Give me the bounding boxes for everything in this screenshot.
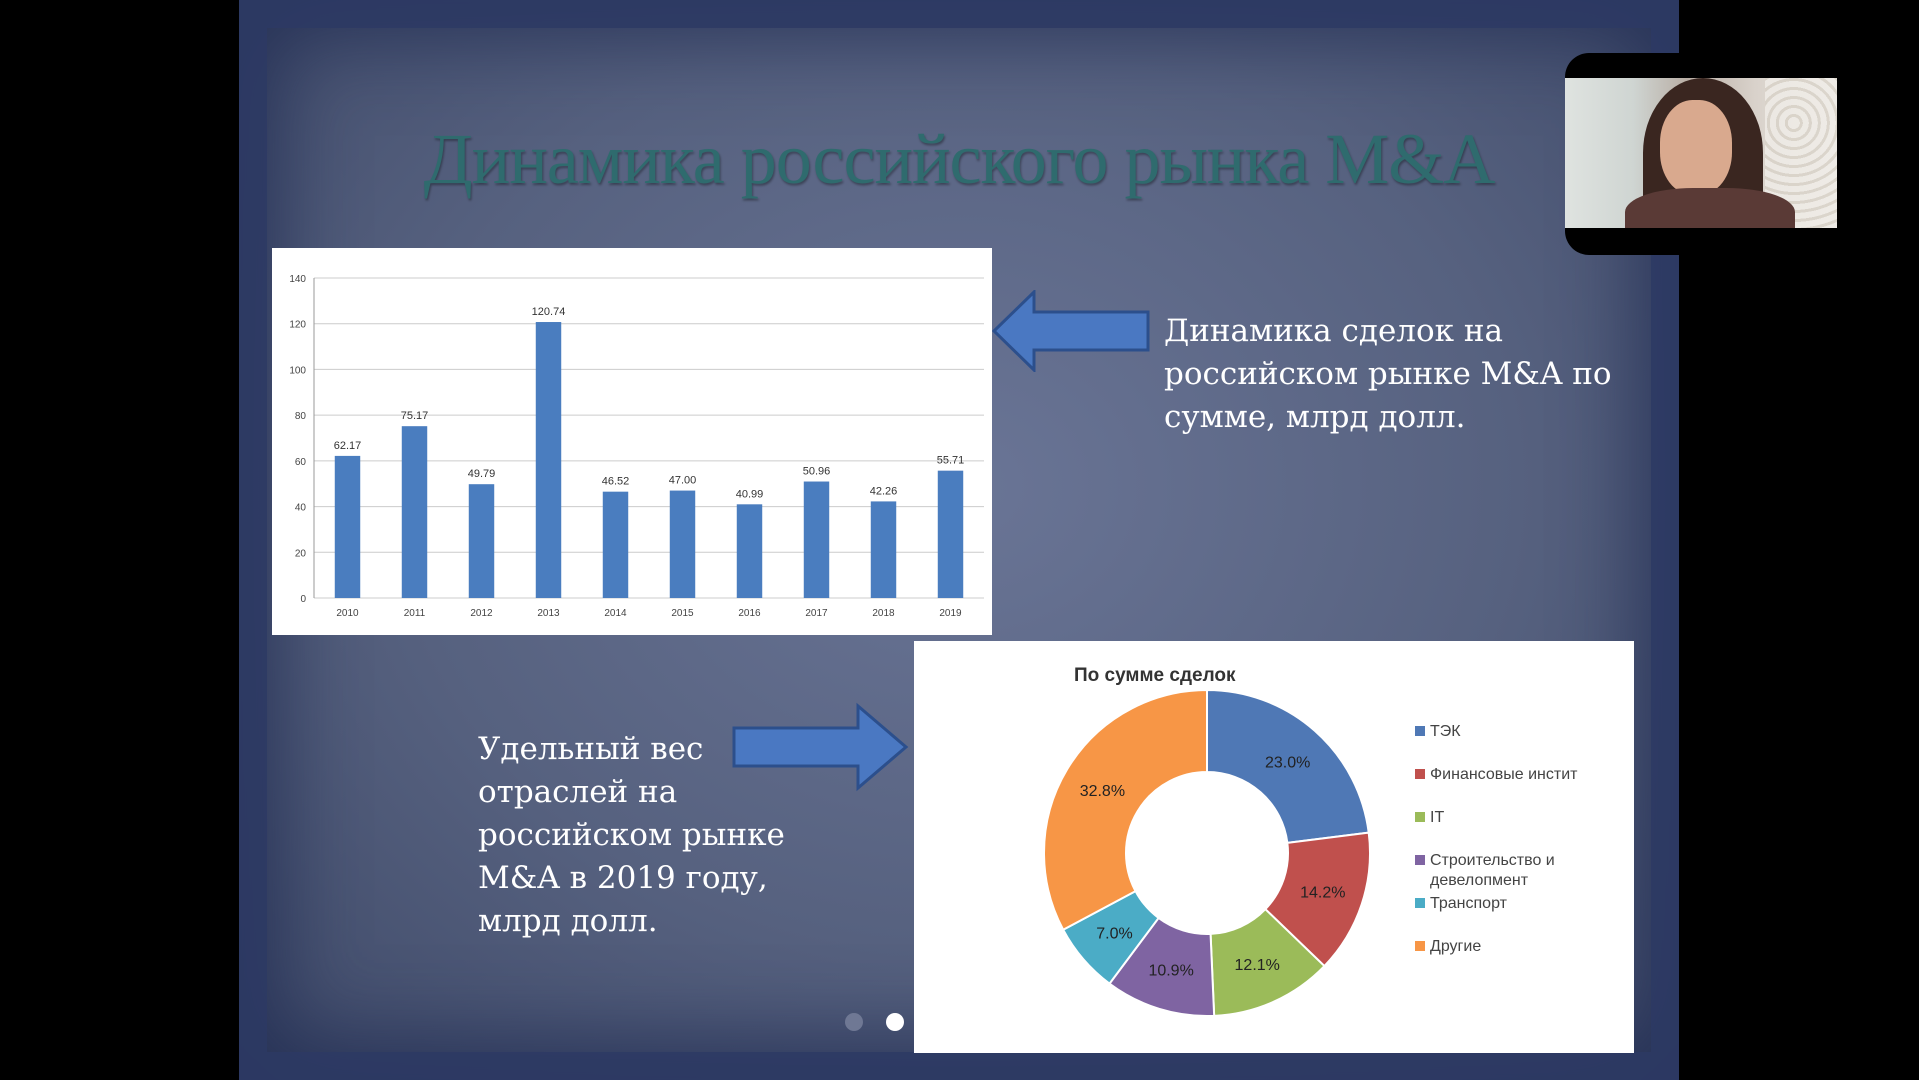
legend-label: Строительство и (1430, 852, 1555, 869)
bar-data-label: 75.17 (401, 410, 429, 422)
bar-data-label: 120.74 (532, 306, 566, 318)
bar-data-label: 50.96 (803, 466, 831, 478)
y-tick-label: 80 (295, 411, 307, 422)
bar-chart-caption: Динамика сделок на российском рынке M&A … (1164, 313, 1612, 435)
slice-label: 12.1% (1235, 957, 1280, 974)
y-tick-label: 100 (289, 365, 306, 376)
x-tick-label: 2012 (470, 608, 493, 619)
slice-label: 32.8% (1080, 783, 1125, 800)
presentation-slide: Динамика российского рынка M&A 0 20 40 60 80… (239, 0, 1679, 1080)
bar (803, 481, 830, 598)
bar (334, 455, 361, 598)
x-tick-label: 2014 (604, 608, 627, 619)
donut-slice (1043, 688, 1208, 932)
arrow-right-icon (732, 702, 909, 792)
x-tick-label: 2019 (939, 608, 962, 619)
bar (602, 491, 629, 598)
y-tick-label: 40 (295, 503, 307, 514)
participant-face (1660, 100, 1732, 195)
x-tick-label: 2011 (404, 608, 426, 619)
bar-chart-panel: 0 20 40 60 80 100 120 140 62.17 2010 75.17 2011 49.7… (272, 248, 992, 635)
bar-data-label: 49.79 (468, 468, 496, 480)
slice-label: 7.0% (1096, 926, 1132, 943)
slice-label: 23.0% (1265, 754, 1310, 771)
pagination-dot-2-active[interactable] (886, 1013, 904, 1031)
legend-label: Транспорт (1430, 895, 1508, 912)
donut-chart-panel: По сумме сделок 23.0% 14.2% 12.1% 10.9% 7.0% 3… (914, 641, 1634, 1053)
legend-label: Другие (1430, 938, 1481, 955)
webcam-video-tile[interactable] (1565, 53, 1837, 255)
bar (535, 322, 562, 598)
legend-swatch (1415, 941, 1425, 951)
bar-data-label: 55.71 (937, 455, 965, 467)
legend-swatch (1415, 769, 1425, 779)
y-tick-label: 0 (300, 594, 306, 605)
legend-label: ТЭК (1430, 723, 1461, 740)
y-tick-label: 20 (295, 548, 307, 559)
bar-chart: 0 20 40 60 80 100 120 140 62.17 2010 75.17 2011 49.7… (289, 274, 984, 619)
donut-chart-title: По сумме сделок (1074, 665, 1236, 686)
bar-data-label: 42.26 (870, 485, 898, 497)
slice-label: 14.2% (1300, 884, 1345, 901)
x-tick-label: 2017 (805, 608, 828, 619)
participant-body (1625, 188, 1795, 228)
bar-data-label: 40.99 (736, 488, 764, 500)
x-tick-label: 2015 (671, 608, 694, 619)
x-tick-label: 2016 (738, 608, 761, 619)
legend-swatch (1415, 812, 1425, 822)
bar (468, 484, 495, 598)
bar (870, 501, 897, 598)
legend-swatch (1415, 726, 1425, 736)
bar-data-label: 46.52 (602, 476, 630, 488)
bar (736, 504, 763, 598)
y-tick-label: 140 (289, 274, 306, 285)
pie-chart-caption: Удельный вес отраслей на российском рынк… (478, 731, 785, 939)
bar-data-label: 62.17 (334, 440, 362, 452)
y-tick-label: 120 (289, 320, 306, 331)
x-tick-label: 2010 (336, 608, 359, 619)
x-tick-label: 2018 (872, 608, 895, 619)
webcam-feed (1565, 78, 1837, 228)
legend-label-line2: девелопмент (1430, 872, 1529, 889)
bar (401, 426, 428, 598)
slide-title: Динамика российского рынка M&A (423, 119, 1496, 199)
pagination-dot-1[interactable] (845, 1013, 863, 1031)
bar (937, 470, 964, 598)
bar-data-label: 47.00 (669, 475, 697, 487)
x-tick-label: 2013 (537, 608, 560, 619)
legend-label: Финансовые инстит (1430, 766, 1578, 783)
legend-label: IT (1430, 809, 1444, 826)
donut-chart: По сумме сделок 23.0% 14.2% 12.1% 10.9% 7.0% 3… (1043, 665, 1578, 1017)
slice-label: 10.9% (1148, 963, 1193, 980)
donut-slice (1206, 688, 1370, 844)
arrow-left-icon (992, 290, 1150, 372)
bar (669, 490, 696, 598)
legend-swatch (1415, 898, 1425, 908)
legend-swatch (1415, 855, 1425, 865)
y-tick-label: 60 (295, 457, 307, 468)
